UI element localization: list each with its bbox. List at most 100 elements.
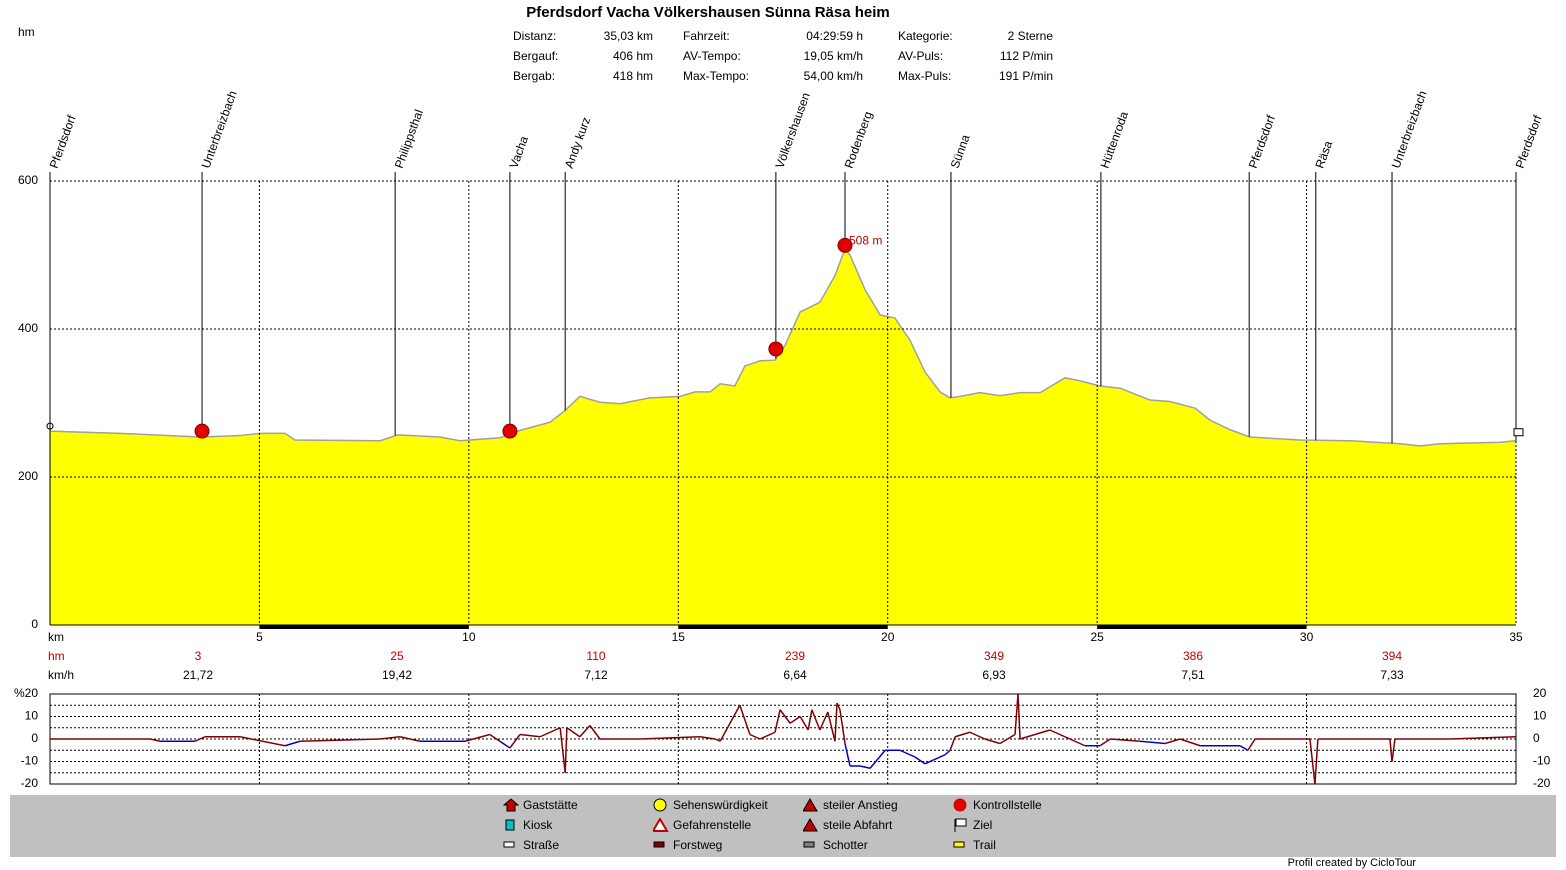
chart-title: Pferdsdorf Vacha Völkershausen Sünna Räs…: [526, 4, 889, 21]
legend-text: Sehenswürdigkeit: [673, 798, 768, 812]
x-tick-label: 35: [1509, 630, 1523, 644]
stat-value: 54,00 km/h: [804, 69, 863, 83]
gradient-segment: [489, 733, 501, 742]
legend-item: Straße: [503, 837, 559, 853]
gradient-segment: [944, 749, 951, 756]
legend-item: steile Abfahrt: [803, 817, 892, 833]
gradient-segment: [779, 709, 791, 724]
g-tick-label-right: 10: [1533, 709, 1547, 723]
segment-kmh: 21,72: [183, 668, 213, 682]
legend-text: steile Abfahrt: [823, 818, 893, 832]
gradient-segment: [564, 727, 568, 773]
waypoint-label: Philippsthal: [392, 108, 426, 170]
legend-text: Kontrollstelle: [973, 798, 1042, 812]
gradient-segment: [914, 756, 926, 765]
gradient-segment: [969, 731, 986, 740]
legend-item: steiler Anstieg: [803, 797, 898, 813]
segment-hm: 394: [1382, 649, 1402, 663]
g-tick-label: -10: [21, 754, 39, 768]
g-tick-label-right: 0: [1533, 731, 1540, 745]
gradient-segment: [949, 736, 956, 751]
gradient-segment: [759, 731, 776, 740]
gradient-segment: [749, 733, 761, 740]
gradient-segment: [566, 727, 581, 738]
segment-hm: 25: [390, 649, 404, 663]
gradient-segment: [827, 711, 836, 742]
waypoint-label: Vacha: [507, 134, 532, 170]
waypoint-label: Pferdsdorf: [47, 113, 79, 170]
x-tick-label: 5: [256, 630, 263, 644]
finish-flag: [1513, 428, 1524, 437]
gradient-segment: [869, 749, 886, 769]
y-axis-label: hm: [18, 25, 35, 39]
gradient-segment: [539, 727, 561, 738]
gradient-segment: [1309, 738, 1316, 785]
peak-label: 508 m: [849, 233, 882, 247]
segment-kmh: 6,93: [982, 668, 1006, 682]
row-label: hm: [48, 649, 65, 663]
stat-label: AV-Tempo:: [683, 49, 741, 63]
gradient-segment: [1239, 745, 1249, 751]
gradient-segment: [836, 702, 841, 711]
segment-hm: 110: [586, 649, 605, 663]
gradient-segment: [1389, 738, 1393, 762]
legend-text: Gefahrenstelle: [673, 818, 752, 832]
gradient-segment: [799, 716, 809, 731]
stat-value: 2 Sterne: [1008, 29, 1054, 43]
segment-hm: 349: [984, 649, 1004, 663]
gradient-segment: [509, 734, 521, 749]
x-axis-label: km: [48, 630, 64, 644]
segment-kmh: 7,12: [584, 668, 608, 682]
y-tick-label: 600: [18, 173, 38, 187]
footer: Profil created by CicloTour: [1287, 857, 1416, 869]
stat-label: Max-Puls:: [898, 69, 951, 83]
g-tick-label-right: -10: [1533, 754, 1551, 768]
waypoint-label: Unterbreizbach: [199, 89, 240, 170]
x-tick-label: 10: [462, 630, 476, 644]
checkpoint: [768, 341, 784, 357]
stat-value: 04:29:59 h: [806, 29, 863, 43]
segment-kmh: 19,42: [382, 668, 412, 682]
stat-label: Fahrzeit:: [683, 29, 730, 43]
elevation-area: [50, 249, 1516, 625]
gradient-segment: [1247, 738, 1256, 751]
stat-value: 112 P/min: [1000, 49, 1053, 63]
legend-item: Kontrollstelle: [953, 797, 1042, 813]
gradient-segment: [589, 725, 601, 740]
legend-item: Forstweg: [653, 837, 722, 853]
gradient-segment: [999, 733, 1016, 745]
gradient-segment: [284, 740, 301, 747]
gradient-segment: [774, 709, 781, 733]
gradient-segment: [899, 749, 916, 758]
g-tick-label-right: -20: [1533, 776, 1551, 790]
axis-band: [678, 625, 888, 629]
gradient-segment: [149, 738, 161, 742]
gradient-segment: [954, 731, 971, 738]
gradient-segment: [859, 765, 871, 769]
checkpoint: [502, 423, 518, 439]
segment-kmh: 7,33: [1380, 668, 1404, 682]
waypoint-label: Andy kurz: [562, 115, 593, 170]
gradient-segment: [1099, 738, 1111, 747]
legend-item: Sehenswürdigkeit: [653, 797, 768, 813]
segment-hm: 386: [1183, 649, 1203, 663]
gradient-segment: [559, 727, 566, 773]
waypoint-label: Räsa: [1312, 139, 1335, 170]
legend-item: Schotter: [803, 837, 868, 853]
gradient-segment: [844, 743, 851, 767]
gradient-segment: [811, 709, 821, 731]
axis-band: [259, 625, 469, 629]
waypoint-label: Pferdsdorf: [1246, 113, 1278, 170]
legend-item: Ziel: [953, 817, 992, 833]
start-icon: [46, 422, 54, 430]
gradient-segment: [839, 709, 846, 744]
legend-text: Ziel: [973, 818, 993, 832]
gradient-segment: [194, 736, 206, 742]
stat-value: 418 hm: [613, 69, 653, 83]
gradient-segment: [984, 738, 1001, 745]
legend: Gaststätte Sehenswürdigkeit steiler Anst…: [10, 795, 1556, 857]
gradient-segment: [1391, 738, 1396, 762]
g-tick-label-right: 20: [1533, 686, 1547, 700]
gradient-segment: [1449, 736, 1517, 740]
segment-hm: 3: [195, 649, 202, 663]
